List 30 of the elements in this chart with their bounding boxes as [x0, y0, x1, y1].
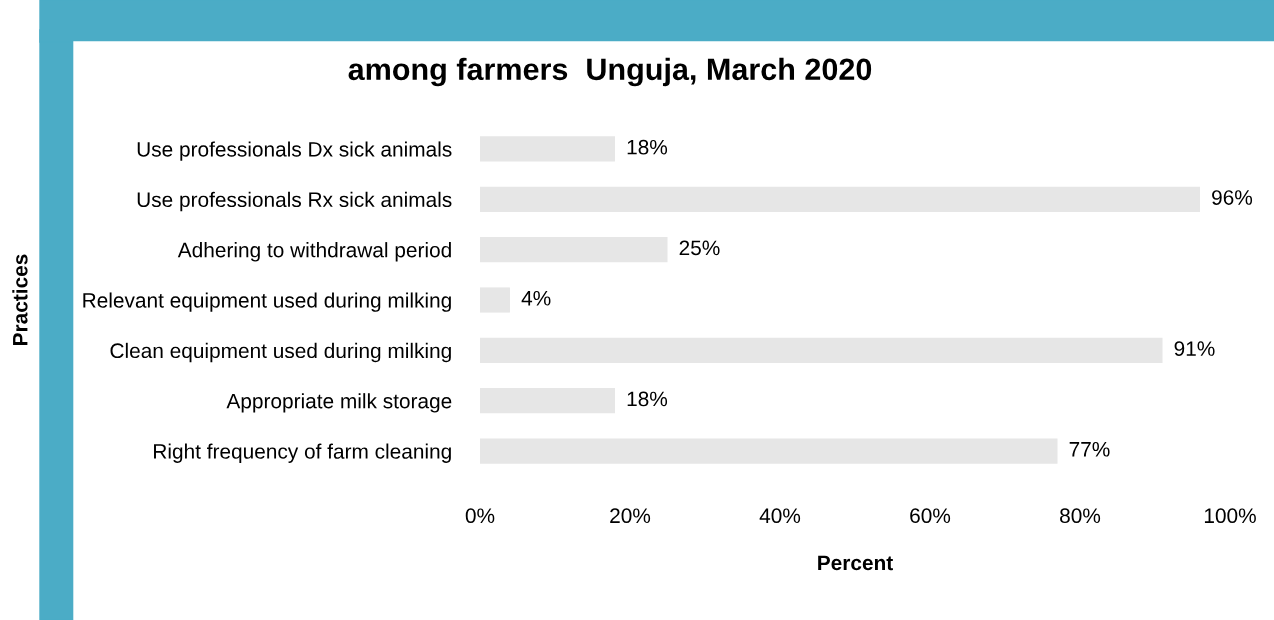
- bar: [480, 337, 1163, 363]
- x-tick-label: 40%: [759, 508, 801, 524]
- y-tick-label: Relevant equipment used during milking: [83, 292, 451, 312]
- bar: [480, 287, 510, 313]
- data-label: 18%: [627, 139, 668, 155]
- y-tick-label: Right frequency of farm cleaning: [154, 443, 451, 463]
- y-tick-label: Clean equipment used during milking: [110, 342, 451, 363]
- data-label: 96%: [1212, 190, 1253, 205]
- x-tick-label: 20%: [610, 508, 651, 524]
- data-label: 77%: [1069, 441, 1110, 457]
- x-tick-label: 80%: [1060, 508, 1101, 524]
- bar: [480, 136, 615, 162]
- y-tick-label: Use professionals Dx sick animals: [137, 141, 452, 161]
- x-tick-label: 0%: [465, 508, 495, 524]
- bar: [480, 186, 1200, 212]
- bar: [480, 388, 615, 414]
- bar: [480, 438, 1058, 464]
- chart-title: among farmers Unguja, March 2020: [348, 57, 872, 87]
- x-tick-label: 60%: [910, 508, 951, 524]
- data-label: 4%: [521, 290, 551, 306]
- y-tick-label: Use professionals Rx sick animals: [137, 191, 452, 212]
- bar: [480, 237, 668, 263]
- y-tick-label: Appropriate milk storage: [226, 393, 452, 413]
- data-label: 18%: [627, 391, 668, 407]
- x-axis-title: Percent: [818, 555, 893, 571]
- data-label: 91%: [1174, 341, 1215, 356]
- y-axis-title: Practices: [12, 254, 28, 345]
- y-tick-label: Adhering to withdrawal period: [177, 242, 451, 262]
- x-tick-label: 100%: [1204, 508, 1256, 524]
- data-label: 25%: [679, 240, 720, 256]
